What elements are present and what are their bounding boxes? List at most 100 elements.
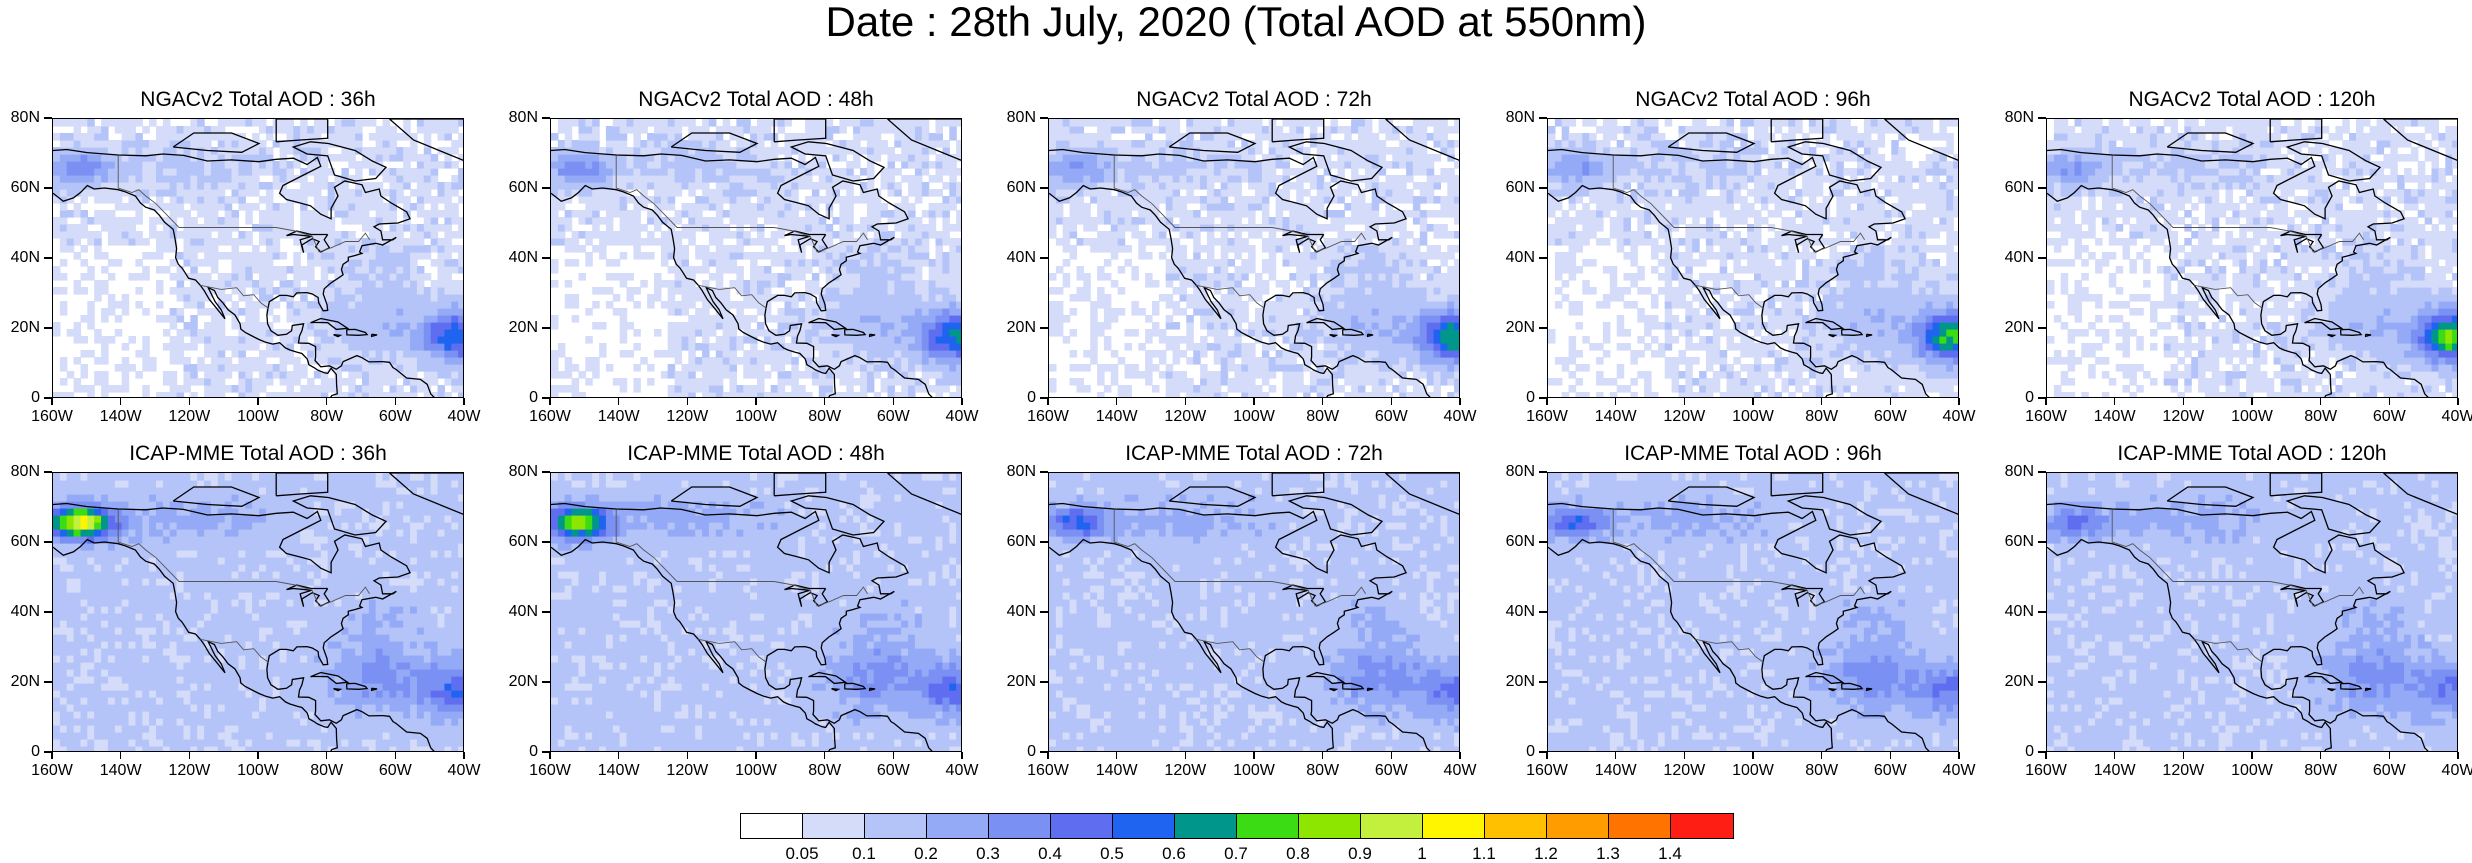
aod-field — [1049, 119, 1460, 398]
lon-tick-label: 100W — [1723, 408, 1783, 426]
aod-map — [1547, 118, 1959, 398]
lon-tick — [1185, 752, 1187, 759]
lon-tick-label: 40W — [1430, 762, 1490, 780]
lon-tick-label: 140W — [589, 762, 649, 780]
lon-tick-label: 80W — [1293, 408, 1353, 426]
lon-tick — [326, 398, 328, 405]
aod-map — [550, 472, 962, 752]
colorbar-swatch — [741, 814, 803, 838]
lon-tick — [1185, 398, 1187, 405]
lon-tick — [961, 398, 963, 405]
lon-tick — [1253, 398, 1255, 405]
lon-tick — [1890, 752, 1892, 759]
lat-tick — [1539, 611, 1547, 613]
colorbar-label: 0.1 — [839, 845, 889, 863]
lon-tick — [1391, 398, 1393, 405]
lon-tick-label: 80W — [297, 762, 357, 780]
lat-tick-label: 0 — [0, 389, 40, 407]
lon-tick-label: 120W — [1654, 762, 1714, 780]
lon-tick-label: 140W — [1586, 762, 1646, 780]
lat-tick — [2038, 611, 2046, 613]
colorbar-label: 1.3 — [1583, 845, 1633, 863]
lat-tick — [2038, 117, 2046, 119]
lat-tick-label: 80N — [1994, 463, 2034, 481]
lat-tick-label: 60N — [0, 179, 40, 197]
lon-tick-label: 80W — [1293, 762, 1353, 780]
lat-tick-label: 80N — [1994, 109, 2034, 127]
lat-tick-label: 40N — [996, 603, 1036, 621]
lat-tick-label: 20N — [1495, 673, 1535, 691]
lon-tick-label: 40W — [1430, 408, 1490, 426]
lat-tick-label: 0 — [498, 743, 538, 761]
lon-tick-label: 80W — [795, 762, 855, 780]
lon-tick — [2045, 398, 2047, 405]
lat-tick — [44, 117, 52, 119]
lon-tick-label: 160W — [520, 408, 580, 426]
lat-tick-label: 60N — [1994, 179, 2034, 197]
aod-field — [1548, 473, 1959, 752]
lat-tick-label: 60N — [1495, 179, 1535, 197]
lon-tick-label: 160W — [2016, 408, 2076, 426]
aod-map — [1048, 118, 1460, 398]
panel-title: NGACv2 Total AOD : 72h — [1048, 88, 1460, 112]
lon-tick-label: 60W — [863, 762, 923, 780]
lon-tick-label: 160W — [1517, 762, 1577, 780]
lon-tick — [549, 752, 551, 759]
panel-title: ICAP-MME Total AOD : 72h — [1048, 442, 1460, 466]
lon-tick — [1752, 398, 1754, 405]
lat-tick — [542, 327, 550, 329]
lon-tick-label: 40W — [2428, 762, 2472, 780]
lat-tick-label: 60N — [1495, 533, 1535, 551]
lon-tick-label: 120W — [1654, 408, 1714, 426]
lat-tick — [1539, 257, 1547, 259]
aod-field — [2047, 119, 2458, 398]
lon-tick-label: 120W — [657, 762, 717, 780]
lon-tick — [893, 398, 895, 405]
colorbar-label: 1.1 — [1459, 845, 1509, 863]
lon-tick-label: 40W — [434, 408, 494, 426]
lat-tick — [1040, 257, 1048, 259]
colorbar-label: 0.05 — [777, 845, 827, 863]
aod-field — [1049, 473, 1460, 752]
aod-map — [2046, 118, 2458, 398]
panel-title: ICAP-MME Total AOD : 96h — [1547, 442, 1959, 466]
lat-tick-label: 20N — [1495, 319, 1535, 337]
lat-tick-label: 20N — [996, 319, 1036, 337]
lon-tick — [120, 752, 122, 759]
colorbar-swatch — [1423, 814, 1485, 838]
aod-field — [1548, 119, 1959, 398]
lon-tick — [1047, 752, 1049, 759]
lon-tick — [1391, 752, 1393, 759]
lon-tick — [1459, 398, 1461, 405]
lon-tick — [618, 752, 620, 759]
lon-tick-label: 120W — [159, 762, 219, 780]
lon-tick-label: 60W — [1361, 762, 1421, 780]
lon-tick-label: 40W — [1929, 762, 1989, 780]
colorbar-swatch — [1361, 814, 1423, 838]
lon-tick — [1116, 752, 1118, 759]
lon-tick — [257, 752, 259, 759]
lon-tick-label: 160W — [22, 762, 82, 780]
lon-tick — [2320, 398, 2322, 405]
lon-tick-label: 100W — [228, 408, 288, 426]
lat-tick — [2038, 187, 2046, 189]
lat-tick-label: 60N — [498, 179, 538, 197]
lon-tick-label: 100W — [1723, 762, 1783, 780]
lon-tick-label: 160W — [22, 408, 82, 426]
colorbar-swatch — [1609, 814, 1671, 838]
lon-tick-label: 60W — [1860, 762, 1920, 780]
aod-field — [53, 473, 464, 752]
lat-tick-label: 0 — [498, 389, 538, 407]
lon-tick — [1047, 398, 1049, 405]
lon-tick — [1322, 398, 1324, 405]
colorbar-label: 0.9 — [1335, 845, 1385, 863]
lat-tick — [1040, 327, 1048, 329]
lon-tick — [961, 752, 963, 759]
lon-tick — [463, 398, 465, 405]
lat-tick — [1539, 117, 1547, 119]
